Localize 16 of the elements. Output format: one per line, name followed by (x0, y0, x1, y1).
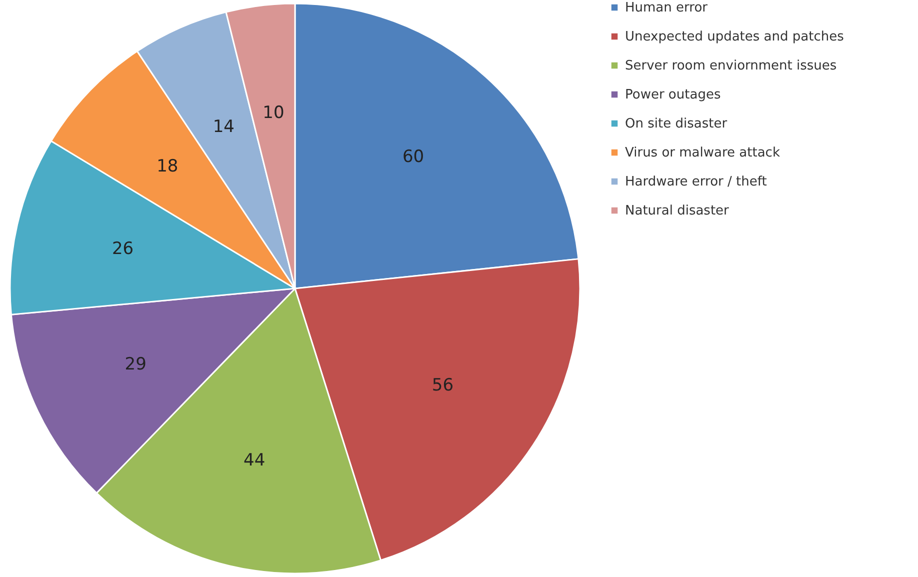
legend-label: On site disaster (625, 116, 728, 132)
data-label: 56 (432, 375, 454, 396)
data-label: 14 (212, 116, 234, 137)
data-label: 29 (124, 354, 146, 375)
data-label: 18 (156, 156, 178, 176)
legend-label: Natural disaster (625, 204, 730, 218)
legend-label: Unexpected updates and patches (625, 30, 844, 44)
legend-label: Hardware error / theft (625, 174, 767, 190)
data-label: 60 (402, 147, 424, 168)
legend-label: Server room enviornment issues (625, 58, 837, 74)
data-label: 44 (244, 450, 266, 470)
legend-label: Human error (625, 0, 708, 16)
legend-label: Power outages (625, 88, 721, 102)
data-label: 10 (262, 103, 284, 124)
data-label: 26 (112, 238, 134, 259)
legend-label: Virus or malware attack (625, 146, 780, 160)
